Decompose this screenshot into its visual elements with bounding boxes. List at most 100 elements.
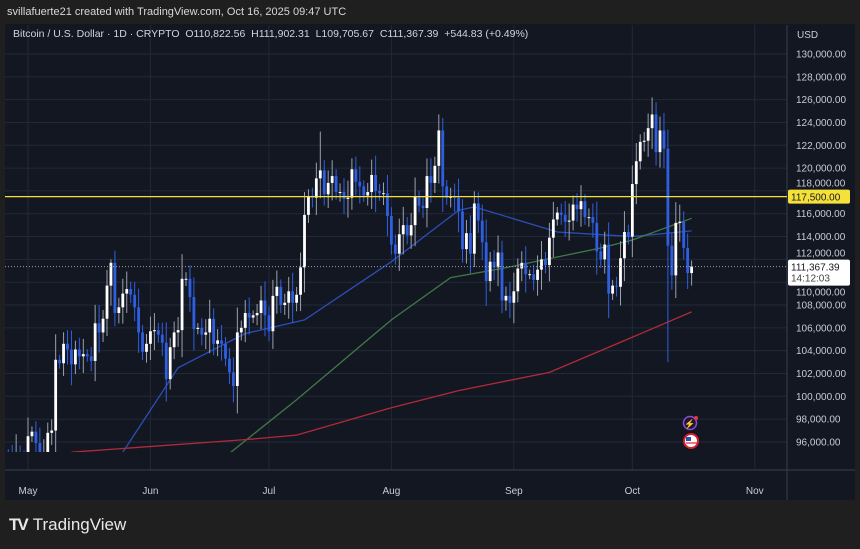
chart-credit: svillafuerte21 created with TradingView.…: [7, 6, 347, 18]
candle-body: [397, 234, 401, 254]
time-tick-label: May: [19, 486, 38, 497]
candle-body: [156, 330, 160, 335]
candle-body: [433, 165, 437, 183]
candle-body: [322, 170, 326, 195]
price-tick-label: 98,000.00: [796, 415, 841, 426]
candle-body: [299, 267, 302, 295]
candle-body: [149, 331, 152, 344]
price-tick-label: 110,000.00: [796, 288, 846, 299]
level-price-badge: [788, 189, 850, 204]
candle-body: [559, 212, 563, 215]
candle-body: [287, 291, 291, 303]
plot-area: [7, 97, 693, 468]
candle-body: [674, 222, 678, 276]
candle-body: [575, 204, 579, 210]
candle-body: [145, 343, 148, 352]
legend-close: C111,367.39: [379, 28, 439, 40]
us-flag-event-icon[interactable]: [683, 433, 699, 449]
time-tick-label: Sep: [505, 486, 523, 497]
candle-body: [141, 332, 144, 352]
candle-body: [528, 274, 532, 276]
candle-body: [318, 170, 322, 179]
legend-open: O110,822.56: [185, 28, 246, 40]
candle-body: [650, 114, 654, 129]
candle-body: [382, 193, 385, 195]
candle-body: [354, 169, 358, 182]
legend-low: L109,705.67: [315, 28, 374, 40]
candle-body: [188, 278, 192, 298]
candle-body: [228, 358, 231, 373]
candle-body: [461, 211, 464, 250]
candle-body: [109, 262, 113, 286]
candle-body: [295, 294, 298, 303]
candle-body: [303, 214, 306, 268]
candle-body: [500, 252, 504, 301]
candle-body: [70, 349, 73, 365]
candle-body: [429, 176, 433, 183]
candle-body: [536, 269, 539, 280]
candle-body: [267, 315, 271, 332]
price-tick-label: 102,000.00: [796, 369, 846, 380]
candle-body: [113, 262, 117, 314]
candle-body: [7, 458, 10, 459]
price-tick-label: 128,000.00: [796, 72, 846, 83]
time-tick-label: Jul: [263, 486, 276, 497]
candle-body: [251, 315, 255, 318]
time-tick-label: Jun: [142, 486, 158, 497]
candle-body: [176, 330, 180, 333]
candle-body: [390, 216, 393, 245]
candle-body: [607, 244, 611, 294]
candle-body: [105, 285, 109, 319]
candle-body: [492, 261, 496, 268]
chart-panel[interactable]: [5, 24, 855, 500]
price-tick-label: 112,000.00: [796, 249, 846, 260]
time-tick-label: Aug: [383, 486, 401, 497]
candle-body: [255, 313, 259, 316]
lightning-event-icon[interactable]: ⚡: [682, 415, 699, 431]
candle-body: [101, 318, 105, 333]
candle-body: [472, 203, 476, 254]
candle-body: [129, 289, 133, 295]
price-tick-label: 96,000.00: [796, 437, 841, 448]
candle-body: [579, 201, 583, 210]
candle-body: [208, 318, 212, 333]
candle-body: [611, 285, 614, 294]
candle-body: [137, 307, 140, 333]
candle-body: [279, 286, 283, 306]
candle-body: [11, 459, 14, 468]
tradingview-logo-icon: TV: [9, 515, 29, 534]
time-tick-label: Nov: [746, 486, 764, 497]
candle-body: [125, 289, 129, 294]
candle-body: [540, 259, 543, 270]
candle-body: [469, 233, 472, 254]
currency-label: USD: [797, 30, 818, 41]
candle-body: [26, 436, 30, 452]
moving-average-line: [71, 311, 692, 452]
candle-body: [646, 128, 650, 141]
candle-body: [307, 196, 310, 215]
candle-body: [413, 196, 417, 226]
candle-body: [567, 220, 571, 222]
candle-body: [346, 197, 350, 199]
candle-body: [623, 231, 626, 259]
candle-body: [19, 453, 22, 461]
candle-body: [133, 294, 137, 308]
candle-body: [216, 340, 219, 344]
tradingview-logo[interactable]: TV TradingView: [9, 515, 126, 535]
candle-body: [583, 201, 587, 218]
candle-body: [615, 285, 618, 287]
candle-body: [184, 278, 188, 280]
candle-body: [93, 323, 97, 361]
legend-high: H111,902.31: [251, 28, 310, 40]
candle-body: [330, 176, 334, 183]
candle-body: [496, 252, 500, 268]
candle-body: [62, 343, 65, 364]
candle-body: [595, 222, 599, 252]
candle-body: [516, 268, 520, 292]
price-tick-label: 124,000.00: [796, 118, 846, 129]
candle-body: [275, 286, 279, 296]
candle-body: [243, 313, 247, 328]
candle-body: [30, 431, 34, 437]
candle-body: [370, 174, 374, 193]
